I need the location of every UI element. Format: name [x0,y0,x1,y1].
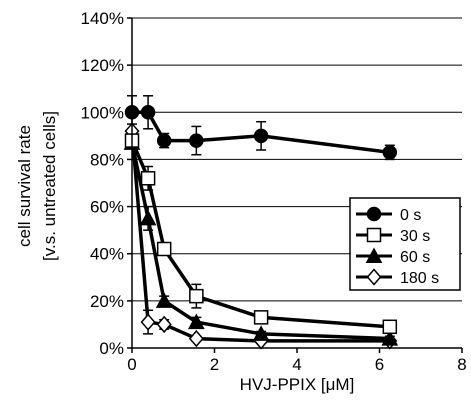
y-axis-title-line1: cell survival rate [15,125,34,247]
data-point-30s [382,319,398,335]
y-tick-label: 120% [81,56,124,75]
legend-label-30s: 30 s [400,228,430,245]
x-tick-label: 4 [292,355,301,374]
y-tick-label: 0% [99,339,124,358]
legend-label-0s: 0 s [400,207,421,224]
y-tick-label: 80% [90,150,124,169]
data-point-0s [156,133,172,148]
data-point-180s [156,315,172,334]
data-point-30s [189,288,204,304]
series-line-180s [130,130,390,343]
legend-label-60s: 60 s [400,249,430,266]
x-tick-label: 6 [375,355,384,374]
y-axis-ticks: 0% 20% 40% 60% 80% 100% 120% 140% [81,9,132,358]
data-point-30s [156,241,172,257]
data-point-0s [382,145,398,160]
legend-marker-180s [366,268,382,286]
grid [132,17,462,302]
legend-label-180s: 180 s [400,270,439,287]
data-point-60s [155,292,173,308]
data-point-0s [189,133,204,148]
y-axis-title-line2: [v.s. untreated cells] [40,111,59,261]
data-point-30s [253,310,269,325]
y-tick-label: 40% [90,245,124,264]
y-tick-label: 100% [81,103,124,122]
data-point-60s [188,313,205,330]
data-point-180s [188,329,204,348]
x-axis-ticks: 0 2 4 6 8 [127,348,467,374]
data-point-30s [140,171,156,186]
series-line-60s [130,142,390,341]
data-point-0s [253,128,269,144]
x-tick-label: 8 [457,355,466,374]
data-point-0s [140,105,156,120]
legend: 0 s 30 s 60 s 180 s [349,197,461,291]
y-tick-label: 20% [90,292,124,311]
data-point-60s [139,209,157,226]
y-tick-label: 140% [81,9,124,28]
x-tick-label: 2 [210,355,219,374]
data-point-180s [140,313,156,331]
legend-marker-0s [366,206,382,222]
y-tick-label: 60% [90,198,124,217]
legend-marker-30s [366,227,382,243]
data-points [123,105,399,350]
data-point-60s [381,330,399,346]
x-axis-title: HVJ-PPIX [μM] [240,375,355,394]
x-tick-label: 0 [127,355,136,374]
data-point-60s [252,325,270,341]
legend-marker-60s [365,247,383,263]
